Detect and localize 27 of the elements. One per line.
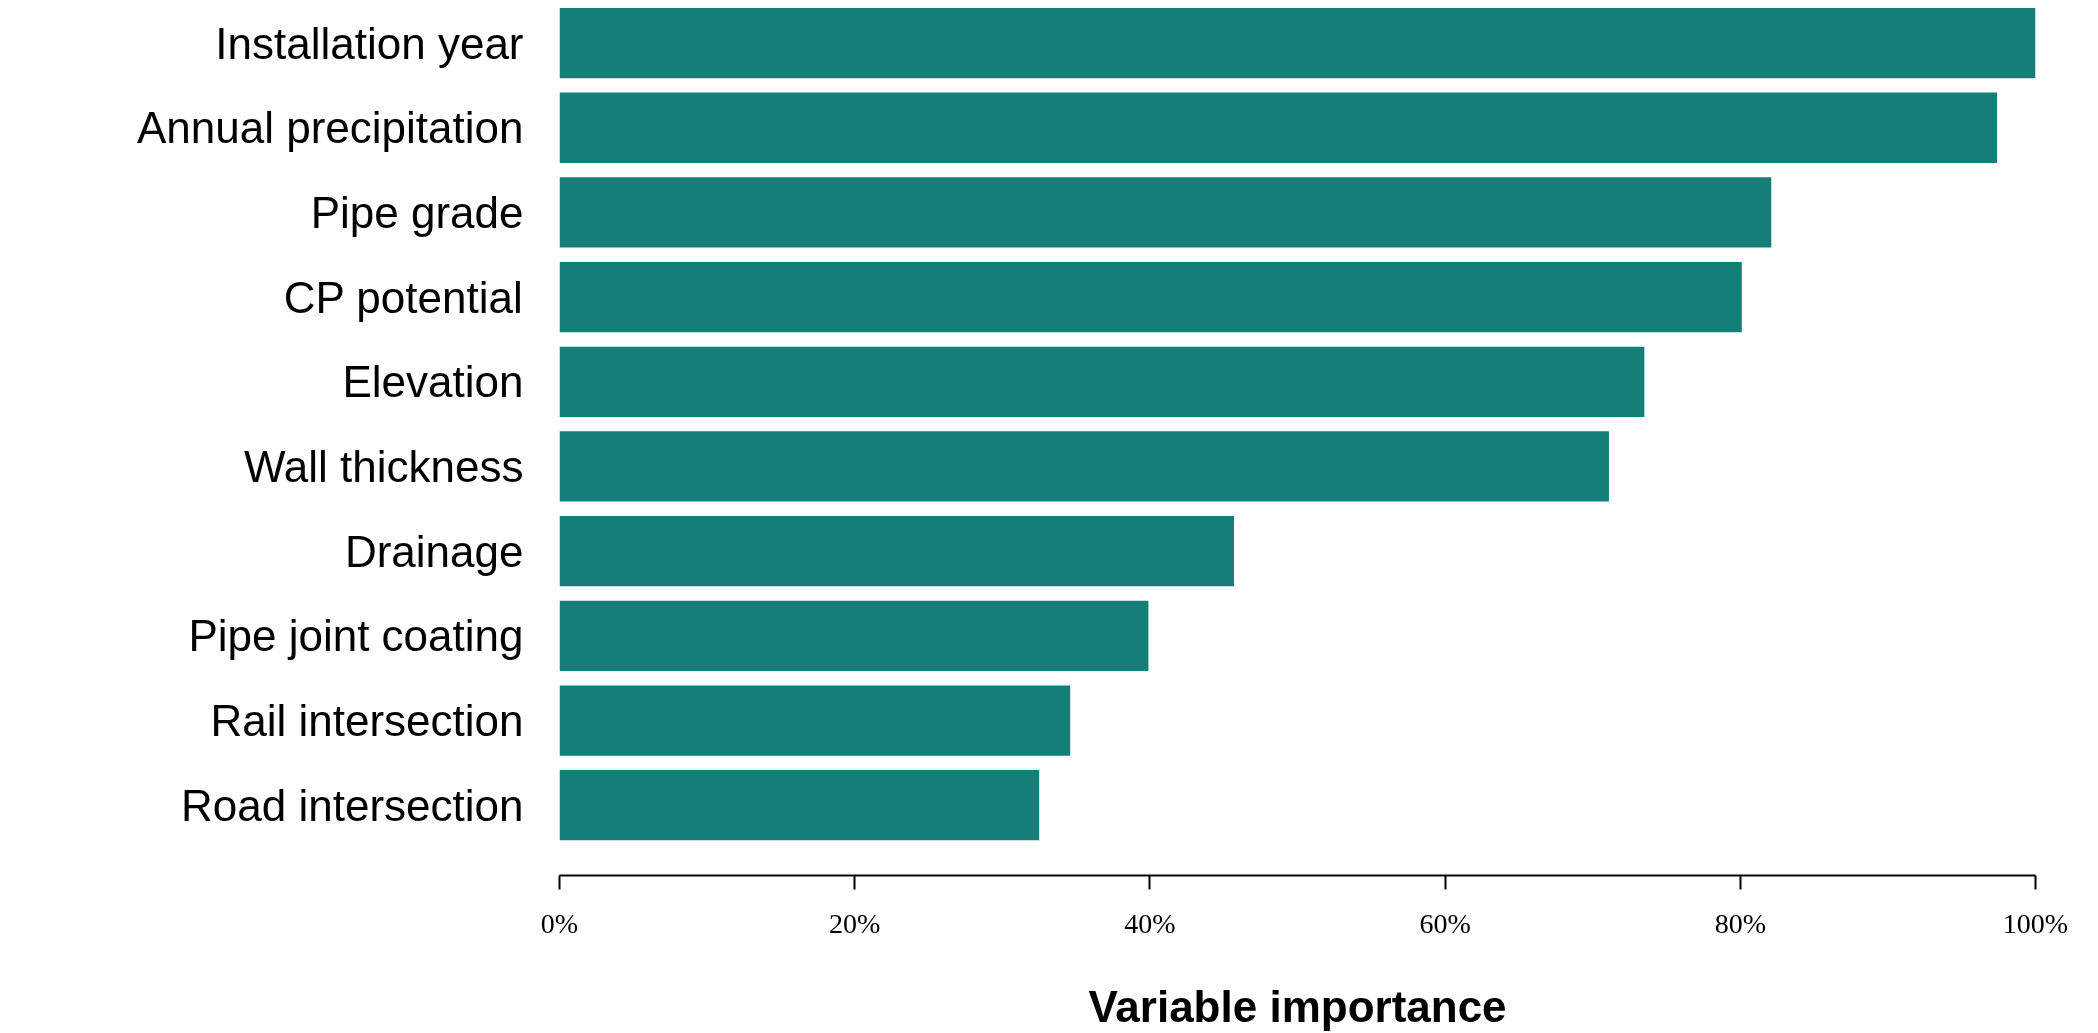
x-tick-label: 0%	[540, 907, 579, 939]
y-tick-label: Rail intersection	[210, 696, 524, 746]
x-tick-label: 40%	[1124, 907, 1176, 939]
bar	[559, 92, 1998, 163]
bar	[559, 7, 2036, 79]
bar	[559, 516, 1235, 587]
y-tick-label: Wall thickness	[243, 441, 524, 491]
bar	[559, 346, 1645, 417]
y-tick-label: Drainage	[344, 526, 524, 576]
y-tick-label: Pipe grade	[310, 187, 524, 237]
x-tick-label: 20%	[829, 907, 881, 939]
bar	[559, 685, 1071, 756]
y-tick-label: Elevation	[342, 357, 524, 407]
bar	[559, 261, 1742, 333]
y-tick-label: Road intersection	[181, 780, 524, 830]
y-tick-label: Annual precipitation	[137, 103, 524, 153]
x-axis-title: Variable importance	[1088, 981, 1507, 1031]
bar	[559, 431, 1609, 502]
bar	[559, 770, 1040, 841]
x-tick-label: 80%	[1714, 907, 1766, 939]
bar	[559, 600, 1149, 671]
bar	[559, 177, 1772, 248]
x-tick-label: 100%	[2002, 907, 2069, 939]
y-tick-label: Installation year	[215, 18, 524, 68]
y-tick-label: Pipe joint coating	[188, 611, 524, 661]
x-tick-label: 60%	[1419, 907, 1471, 939]
y-tick-label: CP potential	[283, 272, 523, 322]
